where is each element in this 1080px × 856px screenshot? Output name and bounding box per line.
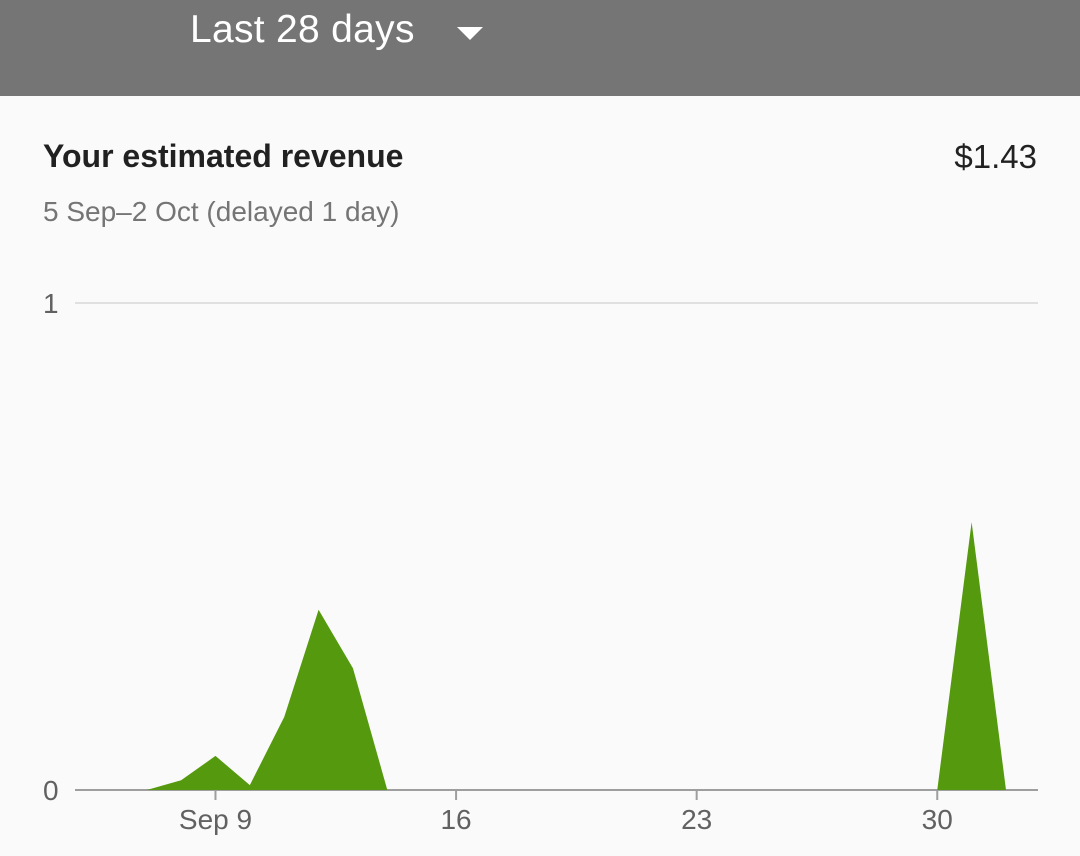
x-tick-label: Sep 9 <box>179 804 252 835</box>
date-range-dropdown[interactable]: Last 28 days <box>190 4 483 56</box>
revenue-series-area <box>78 522 1006 790</box>
arrow-drop-down-icon <box>456 26 483 40</box>
x-tick-label: 23 <box>681 804 712 835</box>
date-range-subtitle: 5 Sep–2 Oct (delayed 1 day) <box>43 196 400 227</box>
top-app-bar: Last 28 days <box>0 0 1080 96</box>
x-tick-label: 16 <box>440 804 471 835</box>
y-tick-label: 1 <box>43 288 59 319</box>
x-tick-label: 30 <box>922 804 953 835</box>
y-tick-label: 0 <box>43 775 59 806</box>
revenue-area-chart: 0 1 Sep 9 16 23 30 <box>43 288 1038 835</box>
revenue-total: $1.43 <box>954 138 1037 175</box>
date-range-label: Last 28 days <box>190 8 415 51</box>
card-title: Your estimated revenue <box>43 138 404 174</box>
revenue-card[interactable]: Your estimated revenue $1.43 5 Sep–2 Oct… <box>0 96 1080 856</box>
